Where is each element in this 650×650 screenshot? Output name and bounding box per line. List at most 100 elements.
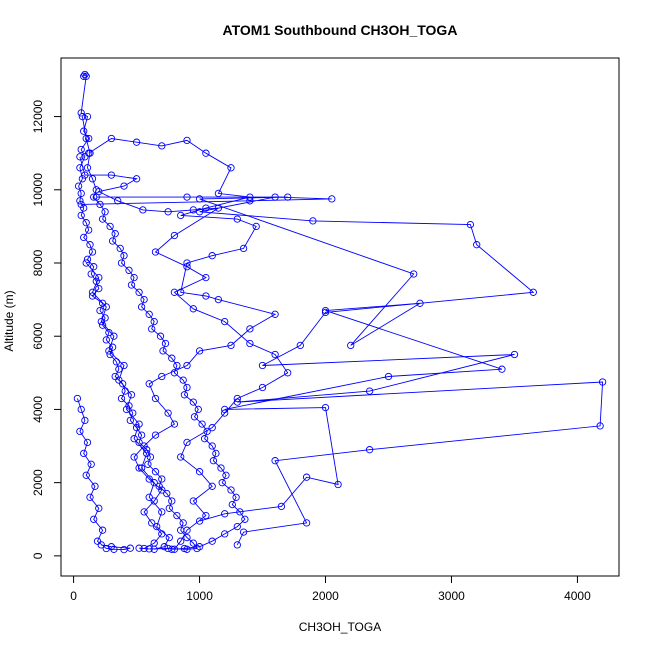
x-tick-label: 1000 bbox=[186, 589, 213, 603]
data-point bbox=[145, 310, 153, 318]
data-point bbox=[222, 471, 230, 479]
data-point bbox=[145, 380, 153, 388]
data-point bbox=[233, 215, 241, 223]
data-point bbox=[158, 142, 166, 150]
series-line bbox=[76, 398, 131, 551]
data-point bbox=[122, 405, 131, 414]
data-point bbox=[156, 332, 165, 340]
data-point bbox=[221, 409, 229, 417]
data-point bbox=[284, 369, 292, 377]
data-point bbox=[228, 500, 236, 509]
data-point bbox=[284, 193, 292, 201]
data-point bbox=[529, 288, 537, 296]
data-point bbox=[77, 109, 85, 117]
data-point bbox=[83, 164, 92, 172]
y-tick-label: 12000 bbox=[31, 100, 45, 134]
data-point bbox=[76, 427, 84, 436]
data-point bbox=[155, 482, 163, 490]
data-point bbox=[200, 435, 209, 443]
data-point bbox=[83, 255, 92, 263]
data-point bbox=[111, 230, 119, 238]
data-point bbox=[177, 211, 185, 220]
data-point bbox=[258, 361, 267, 370]
data-point bbox=[160, 543, 168, 551]
data-point bbox=[78, 112, 87, 121]
data-point bbox=[365, 446, 374, 454]
data-point bbox=[183, 259, 191, 267]
data-point bbox=[135, 420, 143, 428]
data-point bbox=[87, 460, 95, 468]
data-point bbox=[189, 206, 197, 214]
data-point bbox=[258, 383, 267, 392]
data-point bbox=[151, 394, 160, 403]
data-point bbox=[252, 222, 260, 231]
data-point bbox=[328, 195, 336, 203]
data-point bbox=[106, 222, 114, 231]
data-point bbox=[150, 545, 158, 553]
data-point bbox=[151, 248, 160, 256]
data-point bbox=[127, 281, 136, 289]
data-point bbox=[208, 442, 216, 450]
data-point bbox=[98, 526, 107, 534]
data-point bbox=[302, 473, 311, 481]
data-point bbox=[241, 515, 249, 523]
data-point bbox=[209, 457, 218, 465]
data-point bbox=[164, 208, 172, 216]
data-point bbox=[208, 252, 216, 260]
data-point bbox=[140, 544, 148, 553]
y-tick-label: 10000 bbox=[31, 173, 45, 207]
data-point bbox=[208, 424, 216, 432]
data-point bbox=[130, 435, 138, 443]
data-point bbox=[153, 522, 161, 531]
data-point bbox=[208, 537, 216, 545]
data-point bbox=[151, 431, 160, 439]
data-point bbox=[95, 504, 103, 512]
data-point bbox=[198, 420, 206, 428]
data-point bbox=[77, 189, 85, 198]
data-point bbox=[77, 200, 85, 209]
data-point bbox=[74, 182, 83, 190]
data-point bbox=[271, 310, 279, 318]
data-point bbox=[165, 533, 173, 542]
data-point bbox=[227, 341, 235, 350]
data-point bbox=[596, 422, 604, 430]
data-point bbox=[81, 70, 89, 79]
chart-title: ATOM1 Southbound CH3OH_TOGA bbox=[223, 22, 458, 38]
data-point bbox=[202, 204, 210, 212]
data-point bbox=[598, 378, 607, 386]
data-point bbox=[145, 475, 153, 483]
series-3 bbox=[77, 193, 607, 549]
data-point bbox=[110, 332, 118, 340]
data-point bbox=[105, 328, 113, 337]
data-point bbox=[218, 479, 226, 487]
data-point bbox=[144, 460, 152, 468]
x-axis-label: CH3OH_TOGA bbox=[299, 620, 381, 634]
data-point bbox=[271, 350, 279, 359]
data-point bbox=[277, 502, 286, 511]
data-point bbox=[321, 306, 330, 315]
data-point bbox=[179, 376, 187, 384]
data-point bbox=[334, 480, 342, 489]
data-point bbox=[145, 493, 153, 501]
data-point bbox=[101, 208, 109, 216]
data-point bbox=[78, 175, 87, 183]
y-tick-label: 8000 bbox=[31, 249, 45, 276]
data-point bbox=[416, 299, 424, 307]
series-line bbox=[88, 138, 277, 549]
data-point bbox=[86, 493, 94, 501]
series-6 bbox=[85, 134, 279, 553]
data-point bbox=[85, 134, 93, 143]
data-point bbox=[97, 541, 105, 549]
data-point bbox=[195, 517, 204, 525]
data-point bbox=[296, 341, 304, 350]
data-point bbox=[120, 361, 128, 370]
data-point bbox=[221, 530, 229, 538]
data-point bbox=[246, 193, 254, 201]
data-point bbox=[77, 211, 85, 220]
data-point bbox=[80, 204, 88, 212]
data-point bbox=[137, 464, 146, 472]
data-point bbox=[189, 305, 197, 313]
series-line bbox=[79, 156, 289, 550]
data-point bbox=[202, 273, 210, 282]
